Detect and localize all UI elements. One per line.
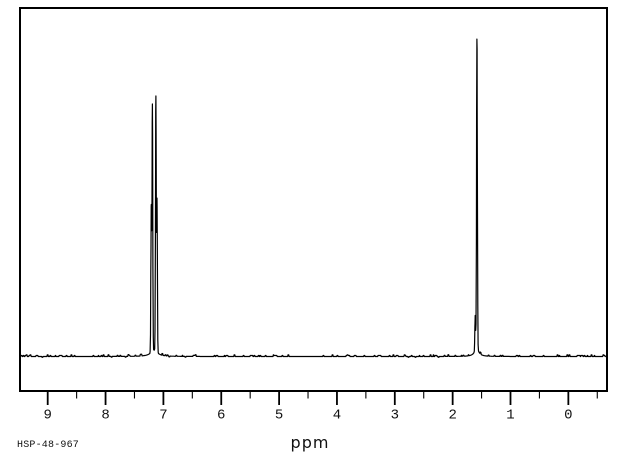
plot-border [19, 7, 608, 392]
spectrum-trace [20, 38, 607, 358]
x-tick-label: 7 [159, 408, 167, 424]
x-tick-label: 5 [275, 408, 283, 424]
x-tick-label: 8 [101, 408, 109, 424]
x-tick-label: 0 [564, 408, 572, 424]
x-tick-label: 3 [391, 408, 399, 424]
x-tick-label: 4 [333, 408, 341, 424]
x-tick-label: 6 [217, 408, 225, 424]
x-tick-label: 2 [448, 408, 456, 424]
sample-id-label: HSP-48-967 [17, 440, 80, 451]
x-tick-label: 1 [506, 408, 514, 424]
x-tick-label: 9 [43, 408, 51, 424]
x-axis-title: ppm [290, 433, 330, 452]
